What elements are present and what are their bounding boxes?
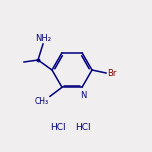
Text: HCl: HCl [75,123,91,131]
Text: NH₂: NH₂ [35,34,51,43]
Text: Br: Br [107,69,116,78]
Text: HCl: HCl [50,123,66,131]
Text: N: N [80,91,86,100]
Text: CH₃: CH₃ [35,97,49,106]
